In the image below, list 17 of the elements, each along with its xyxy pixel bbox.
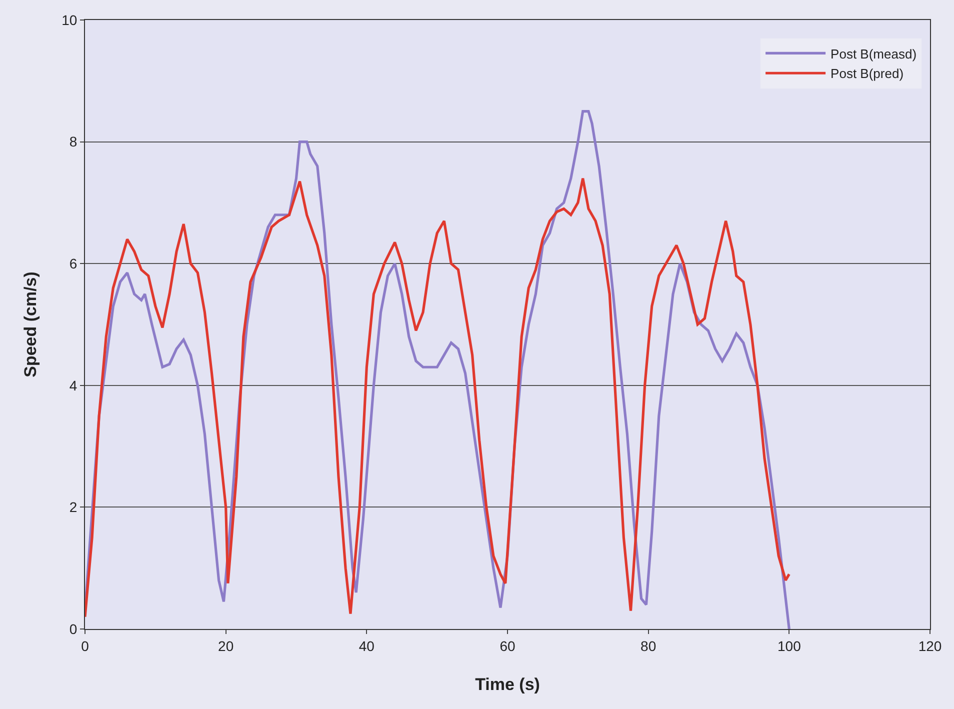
y-tick-label: 8 [69,134,78,150]
legend-label: Post B(measd) [830,46,917,62]
y-tick-label: 2 [69,499,78,516]
x-tick-label: 20 [218,638,234,654]
x-tick-label: 40 [358,638,375,654]
legend-label: Post B(pred) [830,66,904,82]
x-tick-label: 0 [81,638,90,654]
y-tick-label: 6 [69,256,78,272]
x-tick-label: 100 [777,638,802,654]
y-tick-label: 4 [69,377,78,394]
y-tick-label: 0 [69,620,78,637]
x-tick-label: 120 [918,638,942,654]
x-tick-label: 80 [640,638,656,654]
x-axis-title: Time (s) [475,675,540,694]
y-axis-title: Speed (cm/s) [21,272,40,378]
x-tick-label: 60 [500,638,516,654]
y-tick-label: 10 [62,12,78,28]
